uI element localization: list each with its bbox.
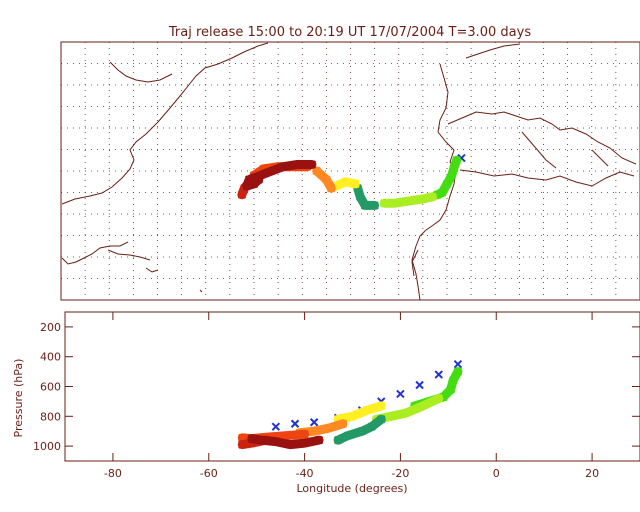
map-trajectory-point [360,201,370,210]
pressure-trajectory-point [290,419,300,428]
pressure-trajectory-point [300,438,309,448]
map-trajectory-point [428,192,437,202]
map-trajectory-point [442,179,452,189]
pressure-trajectory-point [377,401,386,411]
pressure-trajectory-point [448,376,458,385]
map-trajectory-point [351,179,360,189]
map-trajectory-point [312,166,321,176]
pressure-trajectory-point [324,424,333,433]
pressure-trajectory-point [453,367,463,376]
map-trajectory-point [447,171,457,180]
map-trajectory-point [242,181,251,191]
map-trajectory-track [353,183,380,210]
coastline [61,42,637,301]
pressure-trajectory-point [386,412,396,421]
pressure-trajectory-point [309,418,319,427]
map-trajectory-point [404,196,413,206]
map-trajectory-point [452,156,461,165]
y-tick-label: 600 [40,381,61,394]
map-grid [61,42,640,300]
pressure-trajectory-point [247,434,257,443]
pressure-trajectory-point [238,440,247,449]
pressure-trajectory-point [434,370,443,379]
y-tick-label: 200 [40,321,61,334]
x-tick-label: -20 [391,467,409,480]
map-trajectory-point [437,188,447,197]
x-tick-label: -60 [200,467,218,480]
pressure-trajectory-point [415,380,424,390]
chart-title: Traj release 15:00 to 20:19 UT 17/07/200… [168,25,531,40]
pressure-ticks: -80 -60 -40 -20 0 20 200 400 600 800 1000 [33,312,640,480]
x-axis-label: Longitude (degrees) [296,482,407,495]
map-trajectory-point [237,190,247,199]
map-trajectory-point [254,175,264,184]
pressure-trajectory-point [286,440,295,449]
map-trajectory-point [450,162,459,171]
y-tick-label: 800 [40,410,61,423]
pressure-trajectory-point [348,412,357,421]
map-trajectory-point [380,199,389,208]
map-trajectory-point [418,194,428,204]
map-trajectory-point [293,160,302,169]
x-tick-label: -40 [296,467,314,480]
pressure-trajectory-point [362,406,372,415]
map-trajectory-point [326,183,336,193]
pressure-trajectory-point [434,394,443,403]
y-tick-label: 400 [40,351,61,364]
map-trajectory-point [278,162,288,171]
map-trajectory-point [389,199,399,208]
pressure-trajectory-point [281,431,290,440]
pressure-trajectory-point [309,426,319,436]
map-trajectory [237,153,466,210]
pressure-trajectory-point [377,415,386,424]
x-tick-label: 0 [493,467,500,480]
pressure-trajectory-point [338,419,348,428]
pressure-trajectory-point [446,385,455,394]
pressure-trajectory-point [257,435,266,445]
map-trajectory-point [370,201,379,210]
map-trajectory-point [307,160,317,169]
map-trajectory-point [322,175,331,184]
map-trajectory-point [341,177,350,186]
x-tick-label: 20 [585,467,599,480]
pressure-trajectory-point [300,429,309,439]
pressure-trajectory-point [271,437,281,446]
pressure-trajectory-point [333,435,343,445]
map-trajectory-point [355,192,365,202]
y-tick-label: 1000 [33,440,61,453]
pressure-trajectory-point [367,422,376,431]
pressure-trajectory-point [314,435,324,445]
y-axis-label: Pressure (hPa) [12,359,25,438]
pressure-trajectory-track [333,401,386,424]
pressure-panel: -80 -60 -40 -20 0 20 200 400 600 800 1000 Longitud… [12,311,640,495]
pressure-trajectory-point [415,403,424,412]
pressure-trajectory-point [343,431,352,440]
map-panel [60,41,640,301]
pressure-trajectory-point [357,426,367,436]
pressure-trajectory-point [453,359,463,369]
x-tick-label: -80 [104,467,122,480]
pressure-trajectory-point [271,422,281,431]
pressure-trajectory [237,359,463,450]
pressure-trajectory-point [401,409,410,418]
pressure-trajectory-point [396,389,405,399]
